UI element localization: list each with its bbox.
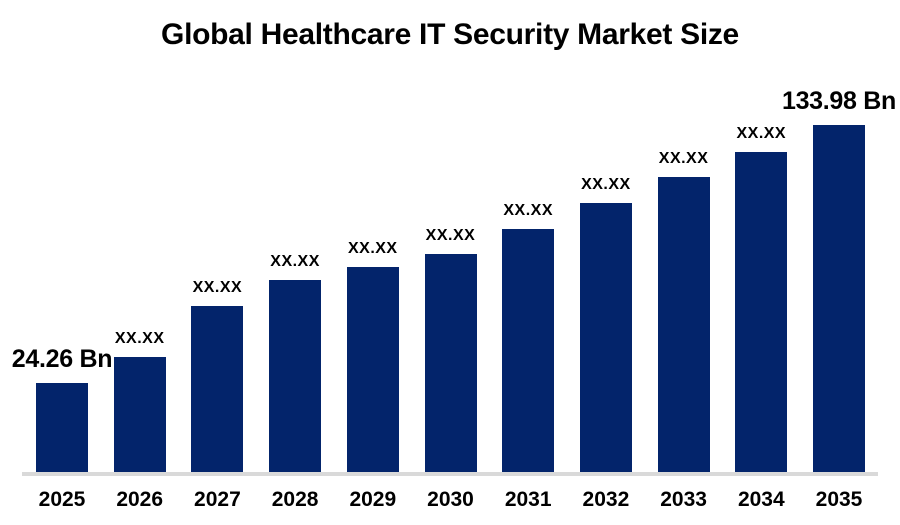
bar-2035 <box>813 125 865 472</box>
value-label-2027: XX.XX <box>192 279 243 296</box>
x-axis-label-2026: 2026 <box>116 488 164 511</box>
value-label-2032: XX.XX <box>581 176 631 193</box>
bar-2028 <box>269 280 322 472</box>
bar-2029 <box>346 267 399 472</box>
value-label-2025: 24.26 Bn <box>11 345 113 373</box>
value-label-2031: XX.XX <box>503 202 553 219</box>
x-axis-line <box>22 472 878 476</box>
value-label-2033: XX.XX <box>658 150 709 167</box>
bar-2032 <box>579 203 632 472</box>
value-label-2028: XX.XX <box>270 253 320 270</box>
x-axis-label-2030: 2030 <box>427 488 474 511</box>
value-label-2030: XX.XX <box>425 227 476 244</box>
bar-2033 <box>657 177 710 472</box>
bar-2027 <box>191 306 244 472</box>
bar-2031 <box>502 229 555 472</box>
bar-2026 <box>113 357 166 472</box>
value-label-2029: XX.XX <box>347 240 398 257</box>
bar-2025 <box>36 383 88 472</box>
x-axis-label-2025: 2025 <box>38 488 86 511</box>
x-axis-label-2031: 2031 <box>504 488 552 511</box>
x-axis-label-2029: 2029 <box>349 488 397 511</box>
bar-2030 <box>424 254 477 472</box>
x-axis-label-2032: 2032 <box>582 488 630 511</box>
x-axis-label-2027: 2027 <box>194 488 241 511</box>
value-label-2026: XX.XX <box>114 330 165 347</box>
x-axis-label-2033: 2033 <box>660 488 707 511</box>
value-label-2035: 133.98 Bn <box>781 87 897 115</box>
x-axis-label-2035: 2035 <box>815 488 863 511</box>
chart-title: Global Healthcare IT Security Market Siz… <box>161 18 739 51</box>
value-label-2034: XX.XX <box>736 125 787 142</box>
x-axis-label-2034: 2034 <box>737 488 785 511</box>
x-axis-label-2028: 2028 <box>271 488 319 511</box>
bar-2034 <box>735 152 788 472</box>
